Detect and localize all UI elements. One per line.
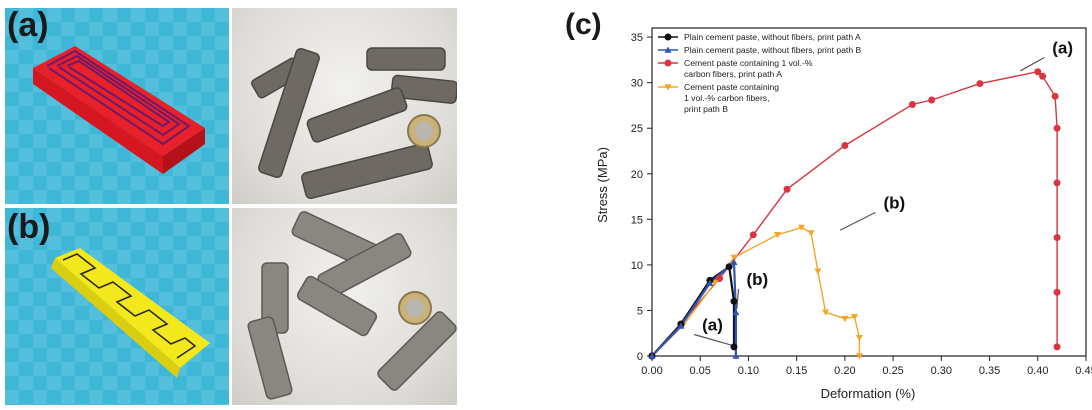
data-point — [1053, 234, 1061, 242]
data-point — [1053, 179, 1061, 187]
legend-label: print path B — [684, 104, 728, 114]
x-tick-label: 0.10 — [738, 365, 759, 377]
data-point — [664, 33, 672, 41]
stress-deformation-chart: 0.00 0.05 0.10 0.15 0.20 0.25 0.30 0.35 0.40 0.45… — [595, 27, 1092, 401]
x-tick-label: 0.00 — [641, 365, 662, 377]
data-point — [1039, 72, 1047, 80]
data-point — [664, 84, 672, 91]
panel-label-b: (b) — [7, 208, 51, 246]
x-tick-label: 0.30 — [931, 365, 952, 377]
y-tick-label: 25 — [631, 123, 643, 135]
y-tick-label: 5 — [637, 305, 643, 317]
legend-entry: Plain cement paste, without fibers, prin… — [658, 32, 861, 42]
y-tick-label: 0 — [637, 351, 643, 363]
data-point — [928, 96, 936, 104]
data-point — [730, 343, 738, 351]
data-point — [706, 279, 714, 286]
data-point — [1051, 92, 1059, 100]
data-point — [851, 314, 859, 321]
data-point — [677, 322, 685, 329]
x-tick-label: 0.45 — [1075, 365, 1092, 377]
x-tick-label: 0.15 — [786, 365, 807, 377]
panel-label-a: (a) — [7, 8, 49, 44]
x-tick-label: 0.05 — [690, 365, 711, 377]
series-line — [651, 70, 1058, 357]
annotation-label: (a) — [702, 315, 723, 334]
data-point — [725, 263, 733, 271]
y-tick-label: 30 — [631, 78, 643, 90]
annotation-arrow — [839, 211, 876, 231]
data-point — [716, 275, 724, 283]
data-point — [855, 334, 863, 342]
y-tick-label: 20 — [631, 169, 643, 181]
y-tick-label: 15 — [631, 214, 643, 226]
x-tick-label: 0.25 — [882, 365, 903, 377]
printed-specimens-photo-a — [251, 47, 457, 200]
photo-panel-a — [232, 8, 457, 204]
photo-panel-b — [232, 208, 457, 405]
print-path-model-b — [51, 248, 210, 378]
data-point — [1053, 288, 1061, 296]
data-point — [730, 258, 738, 265]
printed-specimens-photo-b — [247, 211, 457, 400]
data-point — [773, 232, 781, 239]
data-point — [648, 352, 656, 359]
legend-label: Cement paste containing 1 vol.-% — [684, 58, 813, 68]
data-point — [664, 59, 672, 67]
series-line — [651, 226, 861, 357]
data-point — [1034, 68, 1042, 76]
data-point — [976, 80, 984, 88]
data-point — [730, 297, 738, 305]
series-line — [651, 259, 737, 357]
data-point — [1053, 124, 1061, 132]
data-point — [841, 142, 849, 150]
data-point — [732, 352, 740, 359]
data-point — [841, 315, 849, 323]
x-tick-label: 0.40 — [1027, 365, 1048, 377]
data-point — [664, 46, 672, 53]
data-point — [1053, 343, 1061, 351]
legend-label: Cement paste containing — [684, 82, 779, 92]
legend-entry: Plain cement paste, without fibers, prin… — [658, 45, 861, 55]
legend-label: 1 vol.-% carbon fibers, — [684, 93, 770, 103]
data-point — [783, 185, 791, 193]
plot-frame — [651, 27, 1087, 357]
data-point — [730, 254, 738, 262]
data-point — [908, 101, 916, 109]
data-point — [749, 231, 757, 239]
data-point — [797, 224, 805, 232]
legend-label: carbon fibers, print path A — [684, 69, 782, 79]
legend-label: Plain cement paste, without fibers, prin… — [684, 45, 861, 55]
annotation-arrow — [693, 333, 732, 346]
x-tick-label: 0.35 — [979, 365, 1000, 377]
x-tick-label: 0.20 — [834, 365, 855, 377]
render-panel-b: (b) — [5, 208, 229, 405]
render-panel-a: (a) — [5, 8, 229, 204]
data-point — [822, 309, 830, 316]
panel-label-c: (c) — [565, 8, 602, 41]
data-point — [855, 353, 863, 360]
data-point — [814, 268, 822, 275]
legend-entry: Cement paste containing 1 vol.-%carbon f… — [658, 58, 813, 79]
annotation-arrow — [1020, 56, 1045, 72]
data-point — [732, 308, 740, 316]
annotation-arrow — [736, 288, 740, 309]
y-axis-label: Stress (MPa) — [595, 147, 610, 223]
y-tick-label: 10 — [631, 260, 643, 272]
legend-label: Plain cement paste, without fibers, prin… — [684, 32, 861, 42]
print-path-model-a — [33, 46, 205, 174]
x-axis-label: Deformation (%) — [821, 386, 916, 401]
annotation-label: (a) — [1052, 39, 1073, 58]
y-tick-label: 35 — [631, 32, 643, 44]
data-point — [807, 230, 815, 237]
annotation-label: (b) — [883, 193, 905, 212]
annotation-label: (b) — [747, 270, 769, 289]
